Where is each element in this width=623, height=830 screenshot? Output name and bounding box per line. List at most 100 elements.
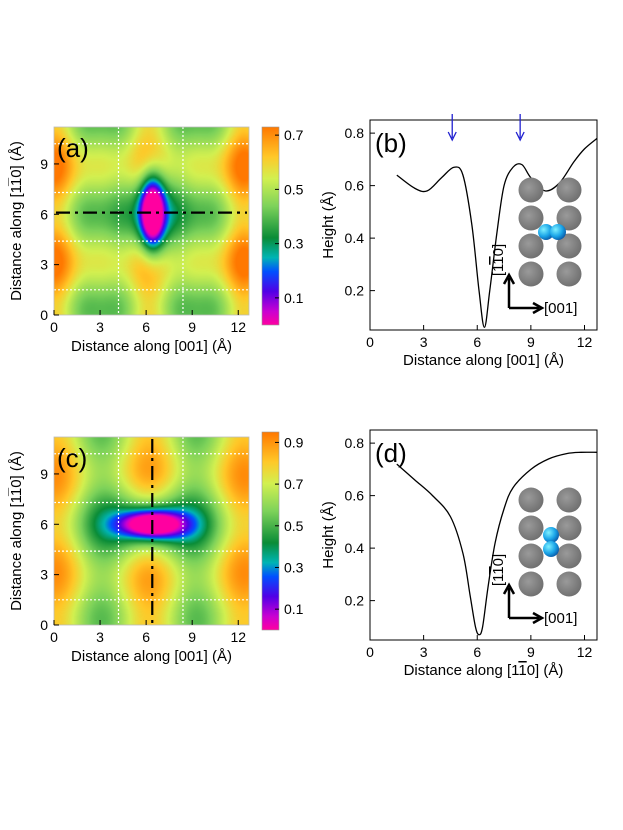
x-tick-label-3: 9 — [188, 319, 196, 335]
colorbar-tick-label-2: 0.5 — [284, 518, 304, 534]
colorbar-tick-label-2: 0.3 — [284, 236, 304, 252]
y-axis-title-overbar-digit: 1 — [8, 178, 25, 186]
inset-vertical-label: [110] — [490, 554, 507, 586]
substrate-atom-0-0 — [518, 487, 544, 513]
substrate-atom-2-1 — [556, 233, 582, 259]
colorbar-tick-label-0: 0.9 — [284, 434, 304, 450]
y-axis-title-part2: 0] (Å) — [8, 141, 25, 178]
plot-frame — [369, 429, 598, 641]
colorbar-tick-label-4: 0.1 — [284, 601, 304, 617]
x-tick-label-2: 6 — [473, 334, 481, 350]
colorbar — [261, 431, 280, 631]
y-tick-label-2: 0.6 — [345, 178, 365, 194]
substrate-atom-1-0 — [518, 205, 544, 231]
x-tick-label-4: 12 — [230, 629, 246, 645]
inset-horizontal-arrowhead — [532, 301, 545, 315]
substrate-atom-0-1 — [556, 487, 582, 513]
y-tick-label-1: 3 — [40, 257, 48, 273]
y-axis-title-overbar-digit: 1 — [8, 488, 25, 496]
marker-arrow-head-0 — [447, 131, 457, 142]
inset-vertical-label-overbar-digit: 1 — [490, 566, 507, 574]
substrate-atom-1-1 — [556, 515, 582, 541]
y-tick-label-2: 6 — [40, 206, 48, 222]
colorbar-tick-label-0: 0.7 — [284, 127, 304, 143]
y-axis-title-part2: 0] (Å) — [8, 451, 25, 488]
y-axis-title-part1: Distance along [1 — [8, 185, 25, 301]
panel-b-line-plot: 0 3 6 9 12 0.2 0.4 0.6 0.8 (b) Distance along [001… — [320, 114, 598, 369]
x-axis-title-part2: 0] (Å) — [527, 662, 564, 679]
y-tick-label-0: 0.2 — [345, 283, 365, 299]
plot-frame — [369, 119, 598, 331]
y-tick-label-0: 0 — [40, 617, 48, 633]
x-tick-label-2: 6 — [142, 319, 150, 335]
x-tick-label-0: 0 — [50, 629, 58, 645]
adsorbate-atom-1 — [550, 224, 566, 240]
y-tick-label-3: 0.8 — [345, 125, 365, 141]
substrate-atom-2-0 — [518, 543, 544, 569]
x-axis-title: Distance along [001] (Å) — [71, 648, 232, 665]
x-tick-label-3: 9 — [527, 334, 535, 350]
x-tick-label-1: 3 — [96, 629, 104, 645]
y-tick-label-3: 9 — [40, 156, 48, 172]
panel-d-line-plot: 0 3 6 9 120.20.40.60.8 (d)Distance along [110… — [320, 429, 598, 679]
adsorbate-atom-0 — [538, 224, 554, 240]
y-tick-label-3: 0.8 — [345, 435, 365, 451]
x-tick-label-0: 0 — [366, 334, 374, 350]
x-tick-label-0: 0 — [366, 644, 374, 660]
substrate-atom-2-0 — [518, 233, 544, 259]
y-tick-label-3: 9 — [40, 466, 48, 482]
substrate-atom-3-0 — [518, 571, 544, 597]
substrate-atom-3-1 — [556, 571, 582, 597]
inset-vertical-label-part2: 0] — [490, 554, 507, 567]
inset-vertical-label: [110] — [490, 244, 507, 276]
inset-vertical-label-part1: [1 — [490, 264, 507, 276]
marker-arrow-head-1 — [515, 131, 525, 142]
x-axis-title-unit: (Å) — [212, 648, 232, 665]
inset-lattice: [001] [110] — [490, 177, 582, 317]
y-tick-label-0: 0 — [40, 307, 48, 323]
substrate-atom-3-0 — [518, 261, 544, 287]
x-tick-label-4: 12 — [230, 319, 246, 335]
y-axis-title: Height (Å) — [320, 191, 337, 259]
inset-horizontal-label: [001] — [544, 300, 577, 317]
x-tick-label-4: 12 — [577, 334, 593, 350]
x-axis-title: Distance along [001] (Å) — [403, 352, 564, 369]
heatmap-field — [54, 127, 249, 315]
substrate-atom-2-1 — [556, 543, 582, 569]
y-axis-title-part1: Distance along [1 — [8, 495, 25, 611]
inset-vertical-label-overbar-digit: 1 — [490, 256, 507, 264]
colorbar-tick-label-3: 0.1 — [284, 290, 304, 306]
y-tick-label-1: 3 — [40, 567, 48, 583]
x-tick-label-1: 3 — [96, 319, 104, 335]
x-tick-label-3: 9 — [188, 629, 196, 645]
adsorbate-atom-0 — [543, 527, 559, 543]
x-tick-label-3: 9 — [527, 644, 535, 660]
x-axis-title-text: Distance along [001] — [71, 648, 212, 665]
x-tick-label-2: 6 — [142, 629, 150, 645]
heatmap-frame — [53, 126, 250, 316]
panel-label: (c) — [57, 443, 87, 473]
inset-horizontal-label: [001] — [544, 610, 577, 627]
colorbar-tick-label-1: 0.5 — [284, 181, 304, 197]
panel-label: (a) — [57, 133, 89, 163]
y-tick-label-2: 6 — [40, 516, 48, 532]
adsorbate-atom-1 — [543, 541, 559, 557]
inset-vertical-arrowhead — [502, 582, 516, 595]
y-tick-label-1: 0.4 — [345, 230, 365, 246]
heatmap-image-container — [54, 127, 249, 315]
x-axis-title: Distance along [110] (Å) — [404, 662, 564, 679]
y-axis-title: Distance along [110] (Å) — [8, 141, 25, 301]
inset-horizontal-arrowhead — [532, 611, 545, 625]
panel-label: (d) — [375, 438, 407, 468]
inset-vertical-label-part1: [1 — [490, 574, 507, 586]
x-axis-title: Distance along [001] (Å) — [71, 338, 232, 355]
height-profile-line — [396, 451, 598, 636]
inset-lattice: [001] [110] — [490, 487, 582, 627]
panel-label: (b) — [375, 128, 407, 158]
x-tick-label-1: 3 — [420, 334, 428, 350]
x-tick-label-2: 6 — [473, 644, 481, 660]
x-tick-label-4: 12 — [577, 644, 593, 660]
